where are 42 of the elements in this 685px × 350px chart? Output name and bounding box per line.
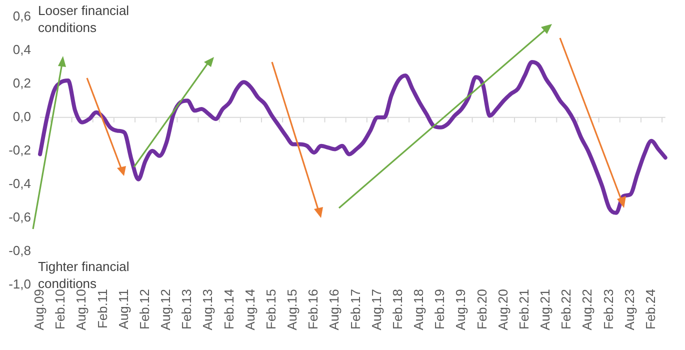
x-tick-label: Aug.12 xyxy=(158,289,174,330)
y-tick-label: 0,0 xyxy=(12,108,31,124)
y-tick-label: -0,8 xyxy=(8,243,31,258)
x-tick-label: Aug.16 xyxy=(326,289,342,330)
y-tick-label: 0,2 xyxy=(12,75,31,90)
x-tick-label: Feb.19 xyxy=(432,289,448,330)
x-tick-label: Feb.11 xyxy=(94,289,110,329)
x-tick-label: Feb.20 xyxy=(474,289,490,330)
x-tick-label: Aug.15 xyxy=(284,289,300,330)
x-tick-label: Aug.17 xyxy=(368,289,384,330)
x-tick-label: Feb.12 xyxy=(136,289,152,330)
x-tick-label: Aug.13 xyxy=(200,289,216,330)
x-tick-label: Aug.21 xyxy=(538,289,553,330)
x-tick-label: Feb.21 xyxy=(516,289,532,330)
x-tick-label: Aug.23 xyxy=(622,289,637,330)
line-series xyxy=(38,60,668,215)
y-tick-label: 0,4 xyxy=(12,42,31,57)
x-tick-label: Feb.17 xyxy=(348,289,363,330)
y-tick-label: -0,2 xyxy=(8,142,31,158)
x-tick-label: Aug.14 xyxy=(242,289,258,330)
x-tick-label: Aug.22 xyxy=(580,289,595,330)
x-tick-label: Aug.18 xyxy=(411,289,426,330)
y-tick-label: -0,4 xyxy=(8,176,31,192)
x-tick-label: Aug.19 xyxy=(453,289,468,330)
x-tick-label: Feb.24 xyxy=(642,289,658,330)
x-tick-label: Aug.10 xyxy=(74,289,89,330)
x-tick-label: Feb.18 xyxy=(390,289,405,330)
annotation: Looser financial conditions xyxy=(38,2,130,36)
x-tick-label: Feb.22 xyxy=(558,289,574,330)
x-tick-label: Feb.13 xyxy=(179,289,194,330)
x-tick-label: Feb.15 xyxy=(263,289,278,330)
y-tick-label: -1,0 xyxy=(8,276,31,292)
x-tick-label: Feb.10 xyxy=(52,289,68,330)
annotation: Tighter financial conditions xyxy=(38,259,130,291)
x-tick-label: Aug.09 xyxy=(32,289,47,330)
x-tick-label: Aug.20 xyxy=(495,289,510,330)
x-tick-label: Feb.23 xyxy=(600,289,616,330)
x-tick-label: Feb.16 xyxy=(306,289,321,330)
y-tick-label: 0,6 xyxy=(12,8,31,24)
x-tick-label: Feb.14 xyxy=(221,289,236,330)
y-tick-label: -0,6 xyxy=(8,210,31,225)
x-tick-label: Aug.11 xyxy=(116,289,131,330)
